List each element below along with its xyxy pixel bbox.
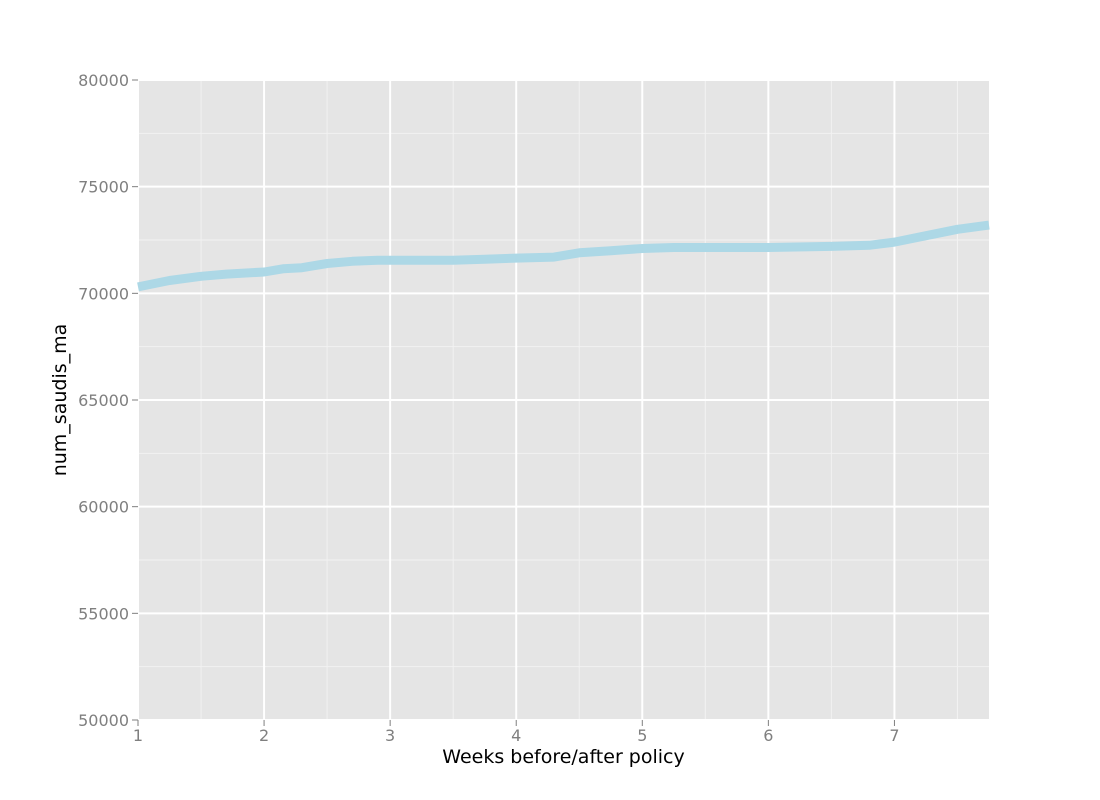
y-tick-label: 65000 bbox=[78, 391, 129, 410]
x-tick-label: 3 bbox=[385, 726, 395, 745]
x-tick-label: 4 bbox=[511, 726, 521, 745]
series-layer bbox=[137, 220, 990, 292]
x-tick-label: 1 bbox=[133, 726, 143, 745]
x-axis-title: Weeks before/after policy bbox=[442, 746, 684, 768]
x-tick-label: 5 bbox=[637, 726, 647, 745]
x-tick-label: 6 bbox=[763, 726, 773, 745]
y-tick-label: 55000 bbox=[78, 604, 129, 623]
x-tick-label: 2 bbox=[259, 726, 269, 745]
y-tick-labels: 50000 55000 60000 65000 70000 75000 80000 bbox=[78, 71, 129, 730]
y-tick-label: 80000 bbox=[78, 71, 129, 90]
y-tick-label: 50000 bbox=[78, 711, 129, 730]
y-tick-label: 75000 bbox=[78, 178, 129, 197]
series-line-1 bbox=[137, 220, 990, 292]
x-tick-label: 7 bbox=[889, 726, 899, 745]
y-axis-title: num_saudis_ma bbox=[49, 324, 71, 477]
y-tick-label: 60000 bbox=[78, 498, 129, 517]
axis-ticks bbox=[132, 79, 895, 726]
x-tick-labels: 1 2 3 4 5 6 7 bbox=[133, 726, 900, 745]
y-tick-label: 70000 bbox=[78, 284, 129, 303]
